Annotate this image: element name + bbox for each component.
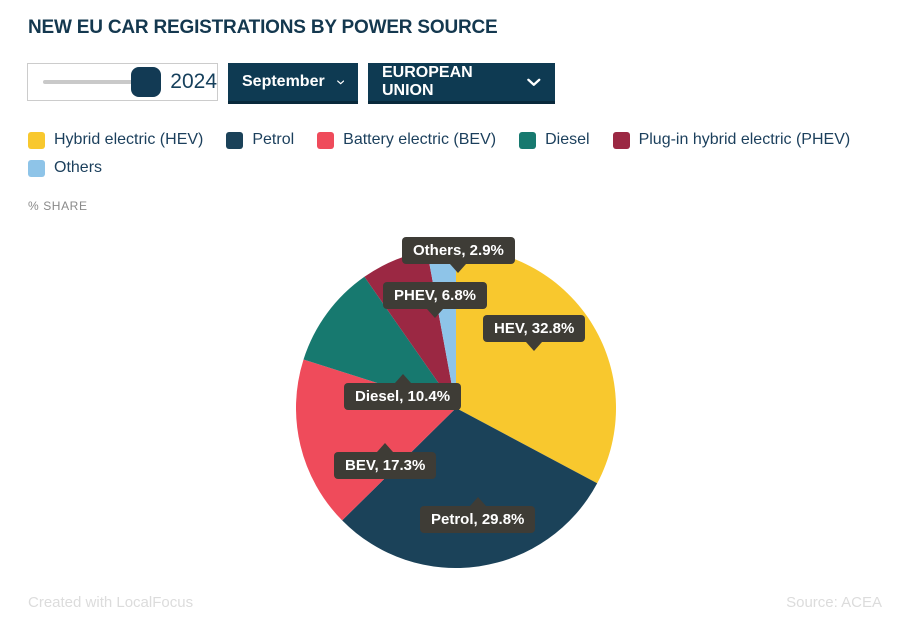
legend-label: Others (54, 159, 103, 176)
legend: Hybrid electric (HEV) Petrol Battery elect… (28, 131, 876, 177)
month-dropdown[interactable]: September (228, 63, 358, 101)
pie-data-label: PHEV, 6.8% (383, 282, 487, 309)
pie-data-label: Others, 2.9% (402, 237, 515, 264)
pie-data-label: HEV, 32.8% (483, 315, 586, 342)
year-slider-track[interactable] (43, 67, 162, 97)
controls-row: 2024 September EUROPEAN UNION (27, 63, 555, 101)
legend-swatch-icon (612, 131, 630, 149)
legend-item-phev[interactable]: Plug-in hybrid electric (PHEV) (612, 131, 851, 149)
chevron-down-icon (527, 78, 541, 86)
legend-item-diesel[interactable]: Diesel (519, 131, 590, 149)
legend-swatch-icon (317, 131, 335, 149)
legend-swatch-icon (226, 131, 244, 149)
year-slider[interactable]: 2024 (27, 63, 218, 101)
pie-slice-diesel[interactable] (303, 276, 456, 408)
pie-data-label: BEV, 17.3% (334, 452, 437, 479)
axis-note: % SHARE (28, 199, 88, 213)
legend-item-others[interactable]: Others (28, 159, 102, 177)
legend-swatch-icon (28, 159, 45, 177)
attribution-text: Created with LocalFocus (28, 594, 194, 611)
legend-label: Plug-in hybrid electric (PHEV) (638, 131, 851, 148)
region-dropdown[interactable]: EUROPEAN UNION (368, 63, 555, 101)
region-dropdown-label: EUROPEAN UNION (382, 64, 473, 99)
legend-label: Hybrid electric (HEV) (54, 131, 204, 148)
legend-swatch-icon (28, 131, 45, 149)
chevron-down-icon (336, 79, 344, 84)
legend-item-hev[interactable]: Hybrid electric (HEV) (28, 131, 203, 149)
year-slider-value: 2024 (170, 70, 217, 93)
pie-slice-hev[interactable] (456, 248, 616, 484)
month-dropdown-label: September (242, 73, 325, 90)
source-text: Source: ACEA (786, 594, 882, 611)
legend-label: Battery electric (BEV) (343, 131, 497, 148)
legend-item-bev[interactable]: Battery electric (BEV) (317, 131, 496, 149)
year-slider-thumb[interactable] (131, 67, 162, 97)
legend-label: Petrol (252, 131, 295, 148)
legend-label: Diesel (545, 131, 590, 148)
pie-data-label: Petrol, 29.8% (420, 506, 536, 533)
legend-item-petrol[interactable]: Petrol (226, 131, 294, 149)
legend-swatch-icon (519, 131, 537, 149)
page-title: NEW EU CAR REGISTRATIONS BY POWER SOURCE (28, 17, 498, 38)
pie-data-label: Diesel, 10.4% (344, 383, 462, 410)
